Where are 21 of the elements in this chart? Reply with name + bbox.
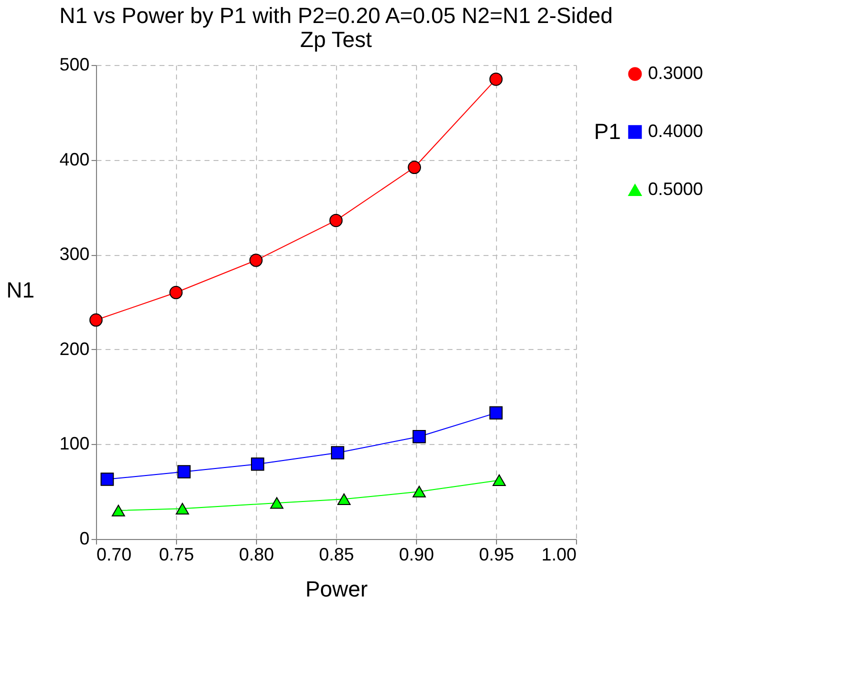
- x-axis-title: Power: [305, 576, 368, 602]
- y-axis-title: N1: [6, 278, 34, 302]
- legend-title: P1: [594, 119, 621, 144]
- x-tick-label: 0.95: [478, 544, 514, 564]
- y-tick-label: 0: [79, 528, 90, 548]
- x-tick-label: 0.70: [96, 544, 132, 564]
- text: N1 vs Power by P1 with P2=0.20 A=0.05 N2=N1 2-Sided: [59, 3, 613, 28]
- legend-label: 0.4000: [648, 121, 704, 141]
- text: Zp Test: [300, 27, 372, 52]
- x-tick-label: 1.00: [541, 544, 576, 564]
- legend-label: 0.3000: [648, 63, 704, 83]
- x-tick-label: 0.85: [318, 544, 354, 564]
- y-tick-label: 400: [59, 149, 90, 170]
- x-tick-label: 0.90: [398, 544, 434, 564]
- x-tick-label: 0.75: [158, 544, 194, 564]
- y-tick-label: 500: [59, 54, 90, 74]
- x-tick-label: 0.80: [238, 544, 274, 564]
- legend-label: 0.5000: [648, 179, 704, 199]
- y-tick-label: 200: [59, 338, 90, 359]
- y-tick-label: 300: [59, 244, 90, 264]
- y-tick-label: 100: [59, 434, 90, 454]
